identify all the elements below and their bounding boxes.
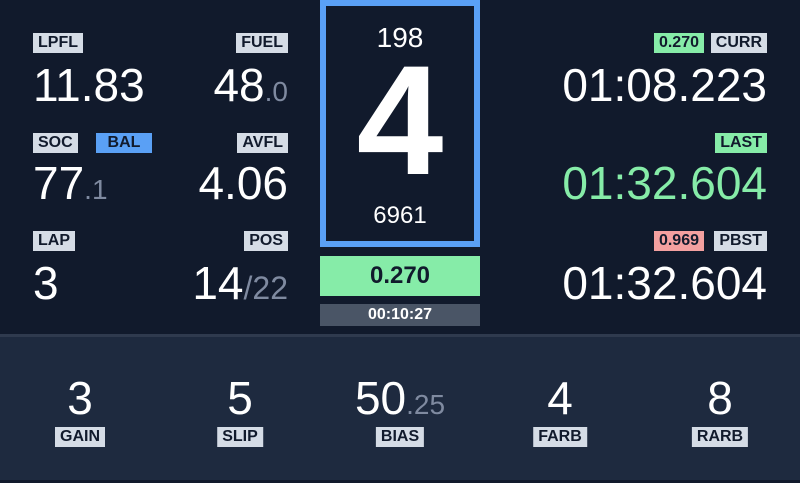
setting-gain-int: 3 xyxy=(67,372,93,424)
setting-gain-label: GAIN xyxy=(55,427,105,447)
setting-farb-int: 4 xyxy=(547,372,573,424)
curr-delta-badge: 0.270 xyxy=(653,33,704,53)
gear-display: 198 4 6961 xyxy=(320,0,480,247)
setting-bias-dec: .25 xyxy=(406,389,446,420)
pos-value-total: /22 xyxy=(243,270,288,306)
setting-farb-value: 4 xyxy=(480,373,640,430)
lpfl-label: LPFL xyxy=(33,33,83,53)
soc-value: 77.1 xyxy=(33,160,108,213)
setting-slip: 5 SLIP xyxy=(160,337,320,483)
setting-slip-label: SLIP xyxy=(217,427,263,447)
setting-bias: 50.25 BIAS xyxy=(320,337,480,483)
fuel-value-dec: .0 xyxy=(264,76,288,107)
soc-value-dec: .1 xyxy=(84,174,108,205)
setting-rarb-int: 8 xyxy=(707,372,733,424)
lpfl-value: 11.83 xyxy=(33,59,145,111)
curr-label: CURR xyxy=(710,33,767,53)
pos-value-num: 14 xyxy=(192,257,244,309)
fuel-value-int: 48 xyxy=(213,59,265,111)
setting-gain-value: 3 xyxy=(0,373,160,430)
fuel-value: 48.0 xyxy=(213,62,288,115)
avfl-value: 4.06 xyxy=(198,157,288,209)
speed-value: 198 xyxy=(376,22,424,53)
setting-slip-value: 5 xyxy=(160,373,320,430)
delta-bar: 0.270 xyxy=(320,256,480,296)
bal-badge: BAL xyxy=(96,133,152,153)
rpm-value: 6961 xyxy=(373,202,427,229)
lap-label: LAP xyxy=(33,231,75,251)
pbst-delta-badge: 0.969 xyxy=(653,231,704,251)
gear-value: 4 xyxy=(356,34,444,208)
setting-farb-label: FARB xyxy=(533,427,587,447)
pbst-time: 01:32.604 xyxy=(562,257,767,309)
pos-value: 14/22 xyxy=(192,260,288,311)
fuel-label: FUEL xyxy=(236,33,288,53)
setting-farb: 4 FARB xyxy=(480,337,640,483)
setting-slip-int: 5 xyxy=(227,372,253,424)
setting-gain: 3 GAIN xyxy=(0,337,160,483)
setting-rarb: 8 RARB xyxy=(640,337,800,483)
soc-value-int: 77 xyxy=(33,157,85,209)
setting-bias-value: 50.25 xyxy=(320,373,480,430)
lap-value: 3 xyxy=(33,257,59,309)
pos-label: POS xyxy=(244,231,288,251)
setting-bias-label: BIAS xyxy=(375,427,425,447)
pbst-label: PBST xyxy=(714,231,767,251)
last-label: LAST xyxy=(715,133,767,153)
last-time: 01:32.604 xyxy=(562,157,767,209)
session-time: 00:10:27 xyxy=(320,304,480,326)
setting-bias-int: 50 xyxy=(354,372,407,424)
soc-label: SOC xyxy=(33,133,78,153)
setting-rarb-value: 8 xyxy=(640,373,800,430)
setting-rarb-label: RARB xyxy=(691,427,749,447)
curr-time: 01:08.223 xyxy=(562,59,767,111)
avfl-label: AVFL xyxy=(237,133,288,153)
settings-bar: 3 GAIN 5 SLIP 50.25 BIAS 4 FARB 8 RARB xyxy=(0,334,800,480)
